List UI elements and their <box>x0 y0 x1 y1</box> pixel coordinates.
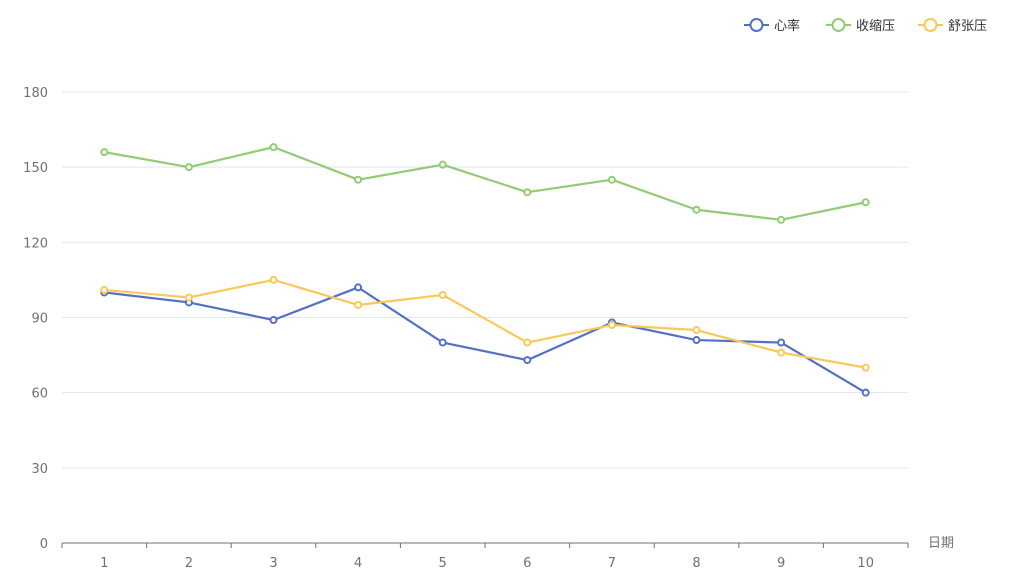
data-point <box>692 205 701 214</box>
x-tick-label: 6 <box>523 556 531 571</box>
series-1 <box>100 283 870 397</box>
data-point <box>354 283 363 292</box>
data-point <box>607 321 616 330</box>
data-point <box>777 215 786 224</box>
x-tick-label: 3 <box>269 556 277 571</box>
x-axis: 日期 1 2 3 4 5 6 7 8 9 10 <box>61 536 954 571</box>
data-point <box>692 326 701 335</box>
data-point <box>184 293 193 302</box>
legend[interactable]: 心率 收缩压 舒张压 <box>744 18 987 34</box>
x-tick-label: 4 <box>354 556 362 571</box>
data-point <box>100 148 109 157</box>
y-tick-label: 90 <box>31 312 48 327</box>
x-tick-label: 8 <box>692 556 700 571</box>
data-point <box>269 316 278 325</box>
legend-label: 舒张压 <box>948 19 987 34</box>
data-point <box>607 175 616 184</box>
data-point <box>354 175 363 184</box>
y-tick-label: 120 <box>23 236 48 251</box>
x-tick-label: 1 <box>100 556 108 571</box>
data-point <box>184 163 193 172</box>
data-point <box>523 356 532 365</box>
data-point <box>861 388 870 397</box>
data-point <box>269 275 278 284</box>
legend-item[interactable]: 心率 <box>744 18 800 34</box>
data-point <box>523 188 532 197</box>
data-point <box>438 160 447 169</box>
x-tick-label: 5 <box>439 556 447 571</box>
data-point <box>100 285 109 294</box>
legend-item[interactable]: 收缩压 <box>826 18 895 34</box>
x-tick-label: 7 <box>608 556 616 571</box>
data-point <box>777 348 786 357</box>
data-point <box>523 338 532 347</box>
series-2 <box>100 143 870 224</box>
legend-marker-icon <box>749 18 764 32</box>
data-point <box>269 143 278 152</box>
data-point <box>692 336 701 345</box>
series-lines <box>100 143 870 397</box>
y-tick-label: 150 <box>23 161 48 176</box>
series-3 <box>100 275 870 372</box>
data-point <box>438 290 447 299</box>
series-line <box>104 146 866 221</box>
legend-label: 心率 <box>774 18 800 34</box>
x-axis-title: 日期 <box>928 536 954 551</box>
data-point <box>777 338 786 347</box>
grid-lines <box>62 91 908 469</box>
x-tick-label: 10 <box>857 556 874 571</box>
legend-marker-icon <box>831 18 846 32</box>
data-point <box>861 363 870 372</box>
y-tick-label: 180 <box>23 86 48 101</box>
legend-item[interactable]: 舒张压 <box>918 18 987 34</box>
data-point <box>354 300 363 309</box>
x-tick-label: 9 <box>777 556 785 571</box>
series-line <box>104 286 867 394</box>
y-tick-label: 60 <box>31 387 48 402</box>
y-axis: 0 30 60 90 120 150 180 <box>23 86 48 552</box>
x-tick-label: 2 <box>185 556 193 571</box>
y-tick-label: 30 <box>31 462 48 477</box>
legend-label: 收缩压 <box>856 18 895 34</box>
data-point <box>438 338 447 347</box>
series-line <box>104 278 866 369</box>
data-point <box>861 198 870 207</box>
y-tick-label: 0 <box>40 537 48 552</box>
legend-marker-icon <box>923 18 938 32</box>
